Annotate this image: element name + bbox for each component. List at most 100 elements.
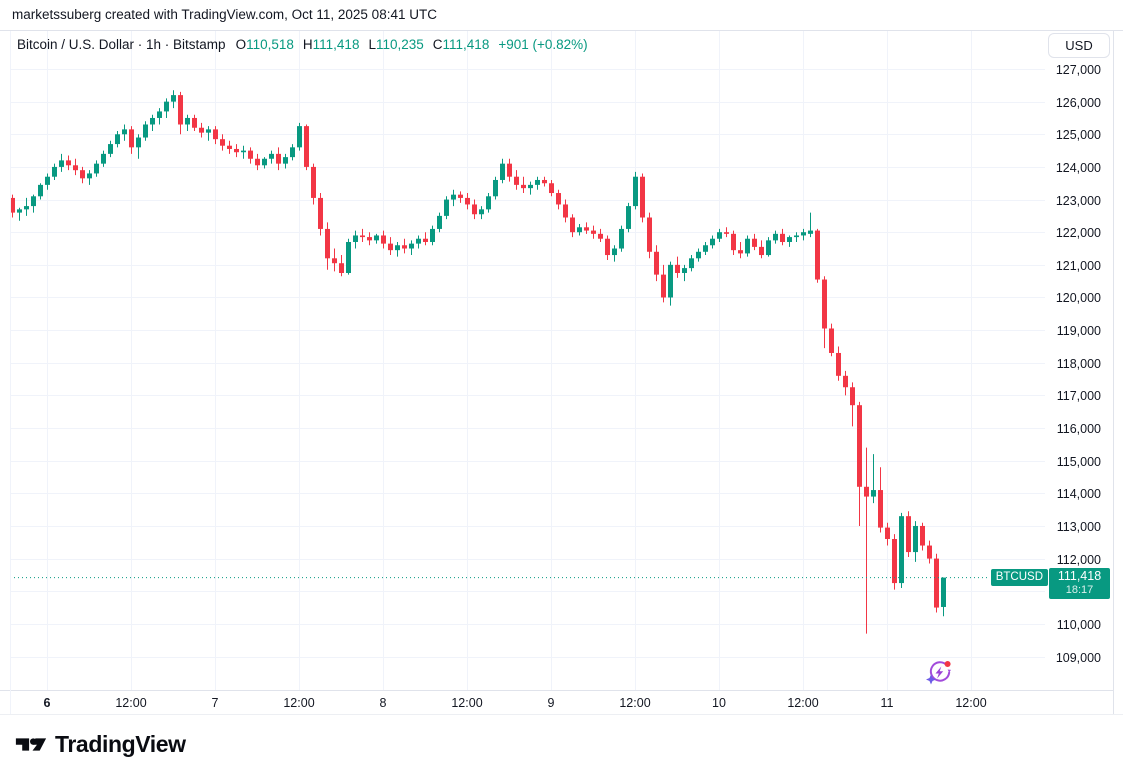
candle-body [423, 238, 428, 242]
candle-body [24, 206, 29, 210]
price-axis-label: 117,000 [1056, 388, 1101, 403]
candle-body [325, 228, 330, 259]
candle-body [220, 139, 225, 146]
candle-body [731, 233, 736, 251]
candle-body [255, 158, 260, 166]
time-axis-label: 12:00 [619, 696, 651, 710]
price-axis-label: 125,000 [1055, 127, 1101, 142]
tradingview-wordmark: TradingView [55, 731, 186, 757]
candle-body [913, 525, 918, 553]
time-axis-label: 12:00 [115, 696, 147, 710]
candle-body [640, 176, 645, 218]
candle-body [38, 184, 43, 197]
candle-body [577, 227, 582, 233]
time-axis-label: 12:00 [787, 696, 819, 710]
candle-body [192, 117, 197, 128]
candle-body [178, 95, 183, 125]
candle-body [766, 240, 771, 256]
candle-body [661, 274, 666, 298]
candle-body [297, 126, 302, 148]
candle-body [87, 173, 92, 179]
candle-body [619, 228, 624, 249]
candle-body [227, 145, 232, 149]
auto-refresh-icon[interactable] [924, 658, 954, 688]
time-axis-label: 10 [712, 696, 726, 710]
candle-body [164, 101, 169, 112]
candle-body [780, 233, 785, 242]
candle-body [843, 375, 848, 388]
attribution-text: marketssuberg created with TradingView.c… [12, 7, 437, 22]
time-axis-label: 9 [547, 696, 555, 710]
candle-body [724, 232, 729, 234]
candle-body [717, 232, 722, 239]
attribution-bar: marketssuberg created with TradingView.c… [0, 0, 1123, 30]
candle-body [703, 245, 708, 252]
candle-body [941, 577, 946, 607]
candle-body [857, 405, 862, 487]
candle-body [94, 163, 99, 174]
candle-body [773, 233, 778, 241]
candle-body [906, 516, 911, 553]
candle-body [101, 153, 106, 164]
candle-body [794, 235, 799, 238]
candle-body [500, 163, 505, 180]
time-axis-label: 12:00 [955, 696, 987, 710]
candle-body [675, 264, 680, 273]
candle-body [612, 248, 617, 256]
candle-body [311, 166, 316, 198]
candle-body [465, 197, 470, 205]
candle-body [836, 352, 841, 376]
candle-body [626, 206, 631, 229]
candle-body [934, 558, 939, 608]
candle-body [66, 160, 71, 166]
widget-left-border [10, 31, 11, 714]
candle-body [157, 111, 162, 118]
candle-body [542, 179, 547, 184]
candle-body [871, 490, 876, 497]
candle-body [31, 196, 36, 207]
candle-body [45, 176, 50, 185]
widget-bottom-border [0, 714, 1123, 715]
candle-body [269, 153, 274, 159]
currency-toggle-button[interactable]: USD [1048, 33, 1110, 58]
candle-body [528, 184, 533, 189]
candle-body [570, 217, 575, 233]
candle-body [199, 127, 204, 133]
tradingview-logo[interactable]: TradingView [14, 731, 186, 758]
candle-body [80, 170, 85, 179]
time-axis-label: 12:00 [283, 696, 315, 710]
candle-body [143, 124, 148, 138]
price-axis-label: 123,000 [1055, 193, 1101, 208]
candle-body [381, 235, 386, 244]
time-axis-divider [0, 690, 1113, 691]
change-value: +901 (+0.82%) [498, 37, 588, 52]
price-axis-label: 121,000 [1055, 258, 1101, 273]
time-axis-label: 7 [211, 696, 219, 710]
symbol-title: Bitcoin / U.S. Dollar · 1h · Bitstamp [17, 37, 226, 52]
price-axis-label: 115,000 [1056, 454, 1101, 469]
candle-body [479, 209, 484, 215]
candle-body [850, 387, 855, 406]
last-price-tag: 111,418 18:17 [1049, 567, 1110, 599]
candle-body [689, 258, 694, 269]
time-axis-label: 8 [379, 696, 387, 710]
candle-body [395, 245, 400, 251]
candle-body [276, 153, 281, 164]
candle-body [584, 227, 589, 231]
candle-body [647, 217, 652, 252]
time-axis-label: 11 [880, 696, 894, 710]
topbar-divider [0, 30, 1123, 31]
candle-body [360, 235, 365, 238]
candle-body [738, 250, 743, 254]
candle-body [73, 165, 78, 171]
price-axis-label: 118,000 [1056, 356, 1101, 371]
candle-body [374, 235, 379, 241]
candle-body [822, 279, 827, 329]
price-axis-label: 119,000 [1056, 323, 1101, 338]
price-axis-label: 112,000 [1056, 552, 1101, 567]
candle-body [346, 241, 351, 273]
candle-body [388, 243, 393, 251]
ohlc-c: C111,418 [432, 37, 490, 52]
price-axis-label: 113,000 [1056, 519, 1101, 534]
